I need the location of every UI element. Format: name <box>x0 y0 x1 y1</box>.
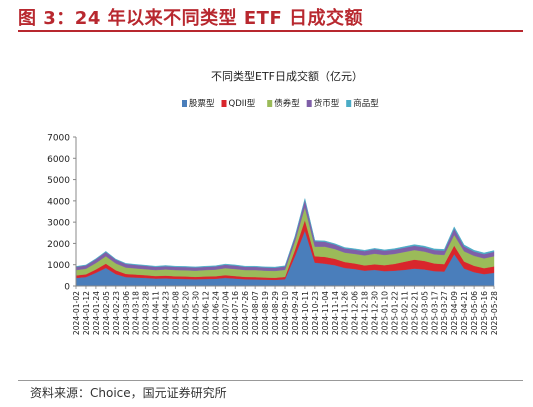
x-tick-label-16: 2024-07-16 <box>231 291 240 335</box>
x-tick-label-38: 2025-04-09 <box>450 291 459 335</box>
legend-label-1: QDII型 <box>229 99 256 109</box>
x-tick-label-18: 2024-08-07 <box>251 291 260 335</box>
legend-label-2: 债券型 <box>274 98 300 109</box>
x-tick-label-6: 2024-03-18 <box>132 291 141 335</box>
x-axis: 2024-01-02 2024-01-12 2024-01-24 2024-02-05… <box>72 285 499 335</box>
title-underline <box>18 30 523 32</box>
legend-swatch-2 <box>267 100 273 107</box>
x-tick-label-21: 2024-09-10 <box>281 291 290 335</box>
legend-swatch-0 <box>182 100 187 107</box>
x-tick-label-14: 2024-06-24 <box>211 291 220 335</box>
y-tick-label-4: 4000 <box>47 197 70 207</box>
x-tick-label-13: 2024-06-12 <box>201 291 210 335</box>
x-tick-label-1: 2024-01-12 <box>82 291 91 335</box>
x-tick-label-8: 2024-04-11 <box>152 291 161 335</box>
x-tick-label-36: 2025-03-17 <box>430 291 439 335</box>
x-tick-label-7: 2024-03-28 <box>142 291 151 335</box>
x-tick-label-42: 2025-05-28 <box>490 291 499 335</box>
x-tick-label-12: 2024-05-30 <box>191 291 200 335</box>
y-tick-label-1: 1000 <box>47 261 70 271</box>
x-tick-label-31: 2025-01-10 <box>381 291 390 335</box>
legend-label-3: 货币型 <box>314 98 340 109</box>
x-tick-label-30: 2024-12-30 <box>371 291 380 335</box>
chart-title: 不同类型ETF日成交额（亿元） <box>211 69 363 83</box>
y-tick-label-0: 0 <box>64 283 70 293</box>
x-tick-label-3: 2024-02-05 <box>102 291 111 335</box>
x-tick-label-39: 2025-04-21 <box>460 291 469 335</box>
figure-title: 图 3：24 年以来不同类型 ETF 日成交额 <box>18 8 364 29</box>
etf-turnover-chart: 不同类型ETF日成交额（亿元） 股票型 QDII型 债券型 货币型 商品型 0 1000 2… <box>47 69 499 335</box>
x-tick-label-2: 2024-01-24 <box>92 291 101 335</box>
legend-label-0: 股票型 <box>189 99 215 109</box>
x-tick-label-33: 2025-02-11 <box>400 291 409 335</box>
y-tick-label-3: 3000 <box>47 219 70 229</box>
x-tick-label-24: 2024-10-23 <box>311 291 320 335</box>
legend-label-4: 商品型 <box>353 98 379 109</box>
x-tick-label-4: 2024-02-23 <box>112 291 121 335</box>
x-tick-label-41: 2025-05-16 <box>480 291 489 335</box>
x-tick-label-28: 2024-12-06 <box>351 291 360 335</box>
x-tick-label-26: 2024-11-14 <box>331 291 340 335</box>
series-area-4 <box>75 198 495 268</box>
x-tick-label-20: 2024-08-29 <box>271 291 280 335</box>
x-tick-label-35: 2025-03-05 <box>420 291 429 335</box>
y-tick-label-5: 5000 <box>47 176 70 186</box>
y-tick-label-2: 2000 <box>47 240 70 250</box>
y-tick-label-6: 6000 <box>47 155 70 165</box>
x-tick-label-32: 2025-01-22 <box>390 291 399 335</box>
x-tick-label-25: 2024-11-04 <box>321 291 330 335</box>
figure-header: 图 3：24 年以来不同类型 ETF 日成交额 <box>0 0 533 32</box>
source-note: 资料来源：Choice，国元证券研究所 <box>30 386 227 400</box>
x-tick-label-40: 2025-05-06 <box>470 291 479 335</box>
plot-area <box>75 198 495 287</box>
x-tick-label-19: 2024-08-19 <box>261 291 270 335</box>
x-tick-label-34: 2025-02-21 <box>410 291 419 335</box>
x-tick-label-15: 2024-07-04 <box>221 291 230 335</box>
x-tick-label-37: 2025-03-27 <box>440 291 449 335</box>
x-tick-label-5: 2024-03-06 <box>122 291 131 335</box>
x-tick-label-27: 2024-11-26 <box>341 291 350 335</box>
x-tick-label-0: 2024-01-02 <box>72 291 81 335</box>
x-tick-label-17: 2024-07-26 <box>241 291 250 335</box>
x-tick-label-10: 2024-05-08 <box>172 291 181 335</box>
legend-swatch-3 <box>306 100 312 107</box>
x-tick-label-29: 2024-12-18 <box>361 291 370 335</box>
y-tick-label-7: 7000 <box>47 134 70 144</box>
x-tick-label-9: 2024-04-23 <box>162 291 171 335</box>
legend-swatch-1 <box>221 100 227 107</box>
chart-legend: 股票型 QDII型 债券型 货币型 商品型 <box>182 98 379 109</box>
x-tick-label-11: 2024-05-20 <box>181 291 190 335</box>
legend-swatch-4 <box>346 100 352 107</box>
x-tick-label-23: 2024-10-11 <box>301 291 310 335</box>
y-axis: 0 1000 2000 3000 4000 5000 6000 7000 <box>47 134 77 293</box>
footer-rule <box>18 380 523 381</box>
x-tick-label-22: 2024-09-24 <box>291 291 300 335</box>
